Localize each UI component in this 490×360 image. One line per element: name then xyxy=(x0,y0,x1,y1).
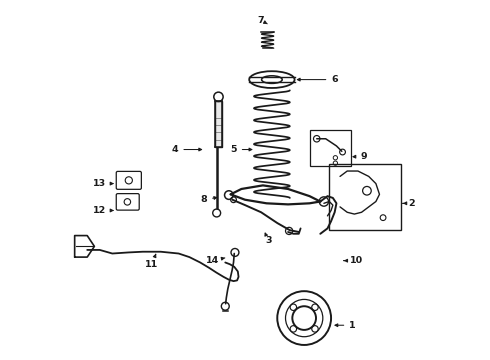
Text: 14: 14 xyxy=(206,256,225,265)
Text: 4: 4 xyxy=(172,145,201,154)
Text: 8: 8 xyxy=(200,195,217,204)
Bar xyxy=(310,130,351,166)
Bar xyxy=(215,101,222,147)
Text: 5: 5 xyxy=(230,145,252,154)
Text: 9: 9 xyxy=(353,152,367,161)
Bar xyxy=(329,164,401,230)
Text: 3: 3 xyxy=(265,233,271,246)
Text: 1: 1 xyxy=(335,321,356,330)
Text: 7: 7 xyxy=(258,16,267,25)
Text: 12: 12 xyxy=(93,206,113,215)
Text: 10: 10 xyxy=(344,256,363,265)
Text: 13: 13 xyxy=(93,179,113,188)
Text: 6: 6 xyxy=(297,75,338,84)
Text: 2: 2 xyxy=(403,199,415,208)
Text: 11: 11 xyxy=(145,254,158,269)
